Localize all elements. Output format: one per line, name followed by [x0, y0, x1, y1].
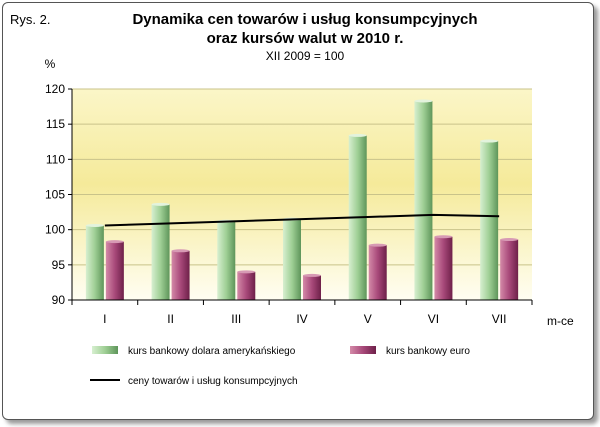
usd-bar-cap — [480, 139, 499, 143]
eur-bar-body — [500, 239, 519, 300]
y-tick-label: 115 — [46, 117, 65, 131]
eur-bar-cap — [434, 235, 453, 239]
legend-cpi-label: ceny towarów i usług konsumpcyjnych — [128, 376, 298, 387]
x-tick-label: VII — [492, 312, 507, 326]
y-tick-label: 120 — [45, 82, 65, 96]
eur-bar — [237, 270, 256, 300]
usd-bar-body — [217, 221, 236, 300]
x-tick-label: III — [231, 312, 241, 326]
usd-bar-cap — [414, 99, 433, 103]
eur-bar-body — [105, 241, 124, 300]
usd-bar-cap — [151, 202, 170, 206]
x-tick-label: I — [103, 312, 106, 326]
chart-title: Dynamika cen towarów i usług konsumpcyjn… — [132, 11, 477, 28]
eur-bar-cap — [105, 240, 124, 244]
usd-bar — [85, 223, 104, 300]
usd-bar — [217, 219, 236, 300]
cpi-line-path — [104, 213, 500, 227]
eur-bar-body — [434, 236, 453, 300]
x-tick-label: II — [167, 312, 174, 326]
eur-bar-cap — [368, 243, 387, 247]
chart-subtitle: XII 2009 = 100 — [266, 49, 345, 63]
eur-bar-cap — [237, 270, 256, 274]
eur-bar — [171, 249, 190, 300]
eur-bar-body — [237, 271, 256, 300]
x-tick-label: VI — [428, 312, 439, 326]
y-tick-label: 95 — [52, 258, 66, 272]
eur-bar-body — [368, 245, 387, 300]
eur-bar-cap — [500, 238, 519, 242]
eur-bar — [105, 240, 124, 300]
usd-bar — [283, 217, 301, 300]
legend-usd-label: kurs bankowy dolara amerykańskiego — [128, 346, 296, 357]
eur-bar-cap — [303, 273, 321, 277]
usd-bar — [480, 139, 499, 300]
eur-bar — [500, 238, 519, 300]
legend: kurs bankowy dolara amerykańskiego kurs b… — [90, 346, 470, 387]
y-ticks: 90 95 100 105 110 115 120 — [45, 82, 73, 307]
eur-bar — [434, 235, 453, 300]
y-tick-label: 105 — [45, 188, 65, 202]
legend-usd-swatch — [92, 346, 118, 354]
eur-bar — [303, 273, 321, 300]
grid — [72, 88, 532, 266]
eur-bar-cap — [171, 249, 190, 253]
usd-bar-body — [151, 204, 170, 300]
usd-bar — [151, 202, 170, 300]
figure-label: Rys. 2. — [10, 12, 50, 27]
bars — [85, 99, 519, 300]
legend-eur-label: kurs bankowy euro — [386, 346, 470, 357]
cpi-line — [104, 213, 500, 227]
usd-bar-body — [480, 141, 499, 300]
y-tick-label: 90 — [52, 293, 66, 307]
usd-bar-body — [414, 100, 433, 300]
y-tick-label: 110 — [46, 152, 65, 166]
usd-bar-body — [283, 219, 301, 300]
usd-bar-body — [85, 225, 104, 300]
usd-bar — [414, 99, 433, 300]
eur-bar-body — [171, 250, 190, 300]
x-tick-label: V — [364, 312, 372, 326]
y-tick-label: 100 — [45, 223, 65, 237]
x-ticks: I II III IV V VI VII — [71, 299, 533, 326]
eur-bar — [368, 243, 387, 300]
usd-bar-cap — [85, 223, 104, 227]
chart-title-line2: oraz kursów walut w 2010 r. — [207, 30, 404, 47]
x-axis-label: m-ce — [547, 314, 574, 328]
eur-bar-body — [303, 275, 321, 300]
x-tick-label: IV — [296, 312, 307, 326]
usd-bar-cap — [348, 133, 367, 137]
y-axis-label: % — [45, 57, 56, 71]
legend-eur-swatch — [350, 346, 376, 354]
